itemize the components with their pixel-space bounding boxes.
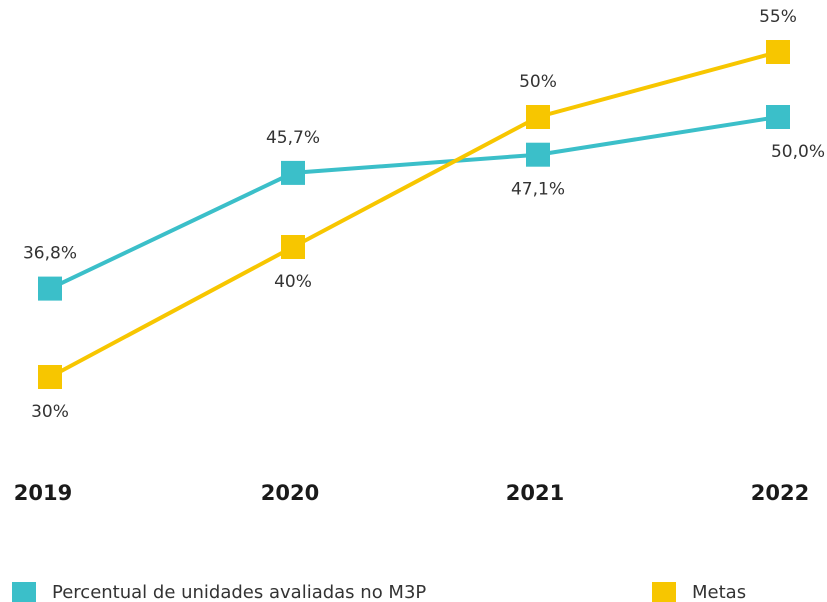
- value-label: 30%: [31, 402, 69, 422]
- series-line: [49, 50, 779, 379]
- marker: [281, 235, 305, 259]
- legend-label: Percentual de unidades avaliadas no M3P: [52, 582, 426, 602]
- marker: [38, 276, 62, 301]
- marker: [38, 365, 62, 389]
- value-label: 40%: [274, 272, 312, 292]
- marker: [526, 142, 550, 167]
- marker: [281, 160, 305, 185]
- value-label: 36,8%: [23, 244, 77, 264]
- series-line: [49, 115, 779, 291]
- value-label: 47,1%: [511, 180, 565, 200]
- x-tick-label: 2021: [506, 481, 564, 505]
- value-label: 45,7%: [266, 128, 320, 148]
- value-label: 50%: [519, 72, 557, 92]
- value-label: 55%: [759, 7, 797, 27]
- marker: [766, 105, 790, 129]
- x-tick-label: 2019: [14, 481, 72, 505]
- marker: [766, 40, 790, 64]
- legend-swatch: [12, 582, 36, 602]
- x-tick-label: 2022: [751, 481, 809, 505]
- legend-swatch: [652, 582, 676, 602]
- legend-label: Metas: [692, 582, 746, 602]
- marker: [526, 105, 550, 129]
- value-label: 50,0%: [771, 142, 825, 162]
- x-tick-label: 2020: [261, 481, 319, 505]
